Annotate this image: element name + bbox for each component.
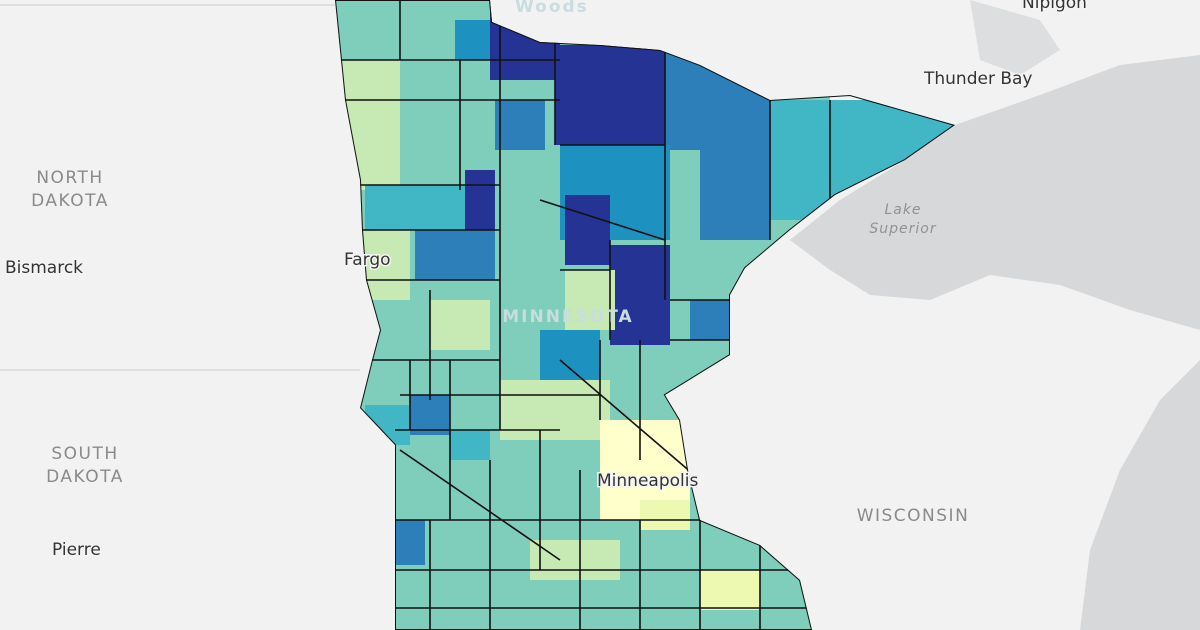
county-borders (335, 0, 955, 630)
region-label: NORTH (36, 168, 103, 188)
lake-nipigon (970, 0, 1060, 75)
place-label: Bismarck (5, 258, 83, 278)
region-label: DAKOTA (31, 191, 109, 211)
region-label: DAKOTA (46, 467, 124, 487)
region-label: WISCONSIN (857, 506, 970, 526)
place-label: Woods (515, 0, 589, 17)
water-label: Superior (869, 221, 936, 237)
water-label: Lake (884, 202, 921, 218)
place-label: Nipigon (1022, 0, 1087, 13)
place-label: Minneapolis (597, 471, 698, 491)
lake-michigan (1080, 360, 1200, 630)
place-label: Thunder Bay (923, 69, 1033, 89)
state-label: MINNESOTA (502, 307, 633, 327)
lake-superior (790, 55, 1200, 330)
place-label: Fargo (344, 250, 391, 270)
region-label: SOUTH (51, 444, 118, 464)
place-label: Pierre (52, 540, 101, 560)
